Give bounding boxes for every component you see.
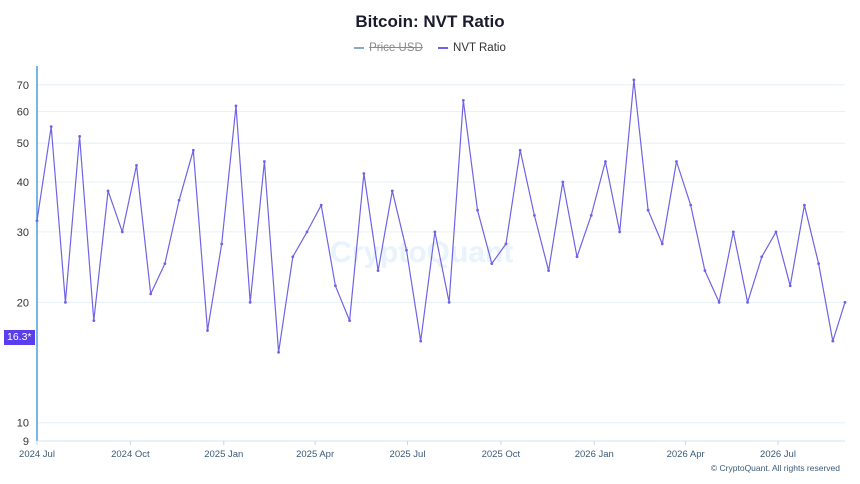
legend-item-price-usd[interactable]: Price USD [354, 42, 423, 54]
data-point [490, 262, 494, 265]
y-axis-ticks: 9 10 20 30 40 50 60 70 [17, 80, 29, 448]
series-layer [35, 78, 847, 354]
legend-label: NVT Ratio [453, 42, 506, 54]
x-tick-label: 2026 Jan [575, 449, 614, 460]
data-point [575, 255, 579, 259]
data-point [547, 269, 550, 273]
data-point [618, 230, 622, 234]
legend-swatch-price-usd [354, 47, 365, 49]
data-point [220, 242, 224, 246]
data-point [760, 255, 764, 259]
data-point [334, 284, 337, 288]
axes [36, 66, 845, 442]
data-point [206, 329, 209, 332]
legend: Price USD NVT Ratio [0, 40, 860, 54]
data-point [291, 255, 295, 259]
x-tick-label: 2024 Oct [111, 449, 150, 460]
data-point [319, 203, 323, 207]
y-tick-label: 40 [17, 177, 29, 189]
x-tick-label: 2026 Jul [760, 449, 796, 460]
x-tick-label: 2025 Oct [482, 449, 521, 460]
data-point [376, 269, 380, 273]
data-point [746, 300, 749, 304]
legend-item-nvt-ratio[interactable]: NVT Ratio [438, 42, 506, 54]
data-point [817, 262, 821, 265]
x-tick-label: 2026 Apr [667, 449, 705, 460]
data-point [689, 203, 693, 207]
y-tick-label: 20 [17, 297, 29, 309]
data-point [106, 189, 110, 193]
data-point [731, 230, 735, 234]
x-tick-label: 2025 Jan [204, 449, 243, 460]
data-point [191, 148, 195, 152]
data-point [675, 160, 678, 163]
data-point [646, 208, 650, 212]
x-axis-ticks: 2024 Jul 2024 Oct 2025 Jan 2025 Apr 2025 Jul… [19, 441, 796, 460]
chart-title: Bitcoin: NVT Ratio [355, 12, 505, 31]
legend-label: Price USD [369, 42, 423, 54]
data-point [262, 160, 266, 163]
data-point [518, 148, 522, 152]
data-point [532, 213, 536, 217]
data-point [348, 319, 352, 323]
data-point [135, 164, 138, 167]
data-point [390, 189, 394, 193]
data-point [774, 230, 778, 234]
data-point [92, 319, 96, 323]
x-tick-label: 2024 Jul [19, 449, 55, 460]
series-line-nvt-ratio [36, 79, 846, 353]
grid-lines [37, 84, 845, 442]
data-point [305, 230, 309, 234]
y-tick-label: 60 [17, 107, 29, 119]
data-point [504, 242, 508, 246]
data-point [35, 219, 39, 223]
y-tick-label: 70 [17, 80, 29, 92]
data-point [419, 339, 423, 343]
data-point [248, 300, 252, 304]
data-point [660, 242, 664, 246]
data-point [788, 284, 792, 288]
data-point [163, 262, 167, 265]
data-point [362, 172, 366, 175]
data-point [447, 300, 451, 304]
data-point [561, 180, 565, 184]
data-point [476, 208, 479, 212]
data-point [49, 125, 53, 129]
data-point [64, 300, 67, 304]
data-point [461, 98, 465, 102]
data-point [405, 248, 408, 252]
x-tick-label: 2025 Jul [390, 449, 426, 460]
credits-text: © CryptoQuant. All rights reserved [710, 463, 840, 473]
y-tick-label: 9 [23, 436, 29, 448]
data-point [120, 230, 124, 234]
data-point [277, 350, 280, 354]
data-point [589, 213, 593, 217]
current-value-badge: 16.3* [4, 330, 35, 345]
data-point [604, 160, 607, 163]
data-point [717, 300, 721, 304]
data-point [703, 269, 707, 273]
data-point [802, 203, 806, 207]
y-tick-label: 30 [17, 227, 29, 239]
data-point [177, 198, 181, 202]
y-tick-label: 50 [17, 138, 29, 150]
x-tick-label: 2025 Apr [296, 449, 334, 460]
data-point [149, 292, 153, 296]
data-point [831, 339, 835, 343]
data-point [843, 300, 847, 304]
data-point [234, 104, 238, 108]
y-tick-label: 10 [17, 418, 29, 430]
data-point [632, 78, 636, 82]
data-point [433, 230, 437, 234]
data-point [78, 135, 82, 138]
legend-swatch-nvt-ratio [438, 47, 449, 49]
